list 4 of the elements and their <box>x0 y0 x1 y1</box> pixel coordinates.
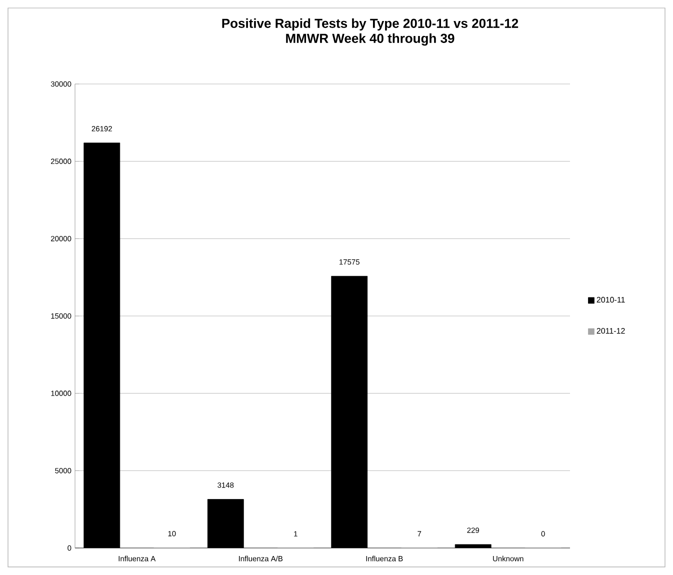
legend-label: 2011-12 <box>596 328 625 334</box>
chart-subtitle: MMWR Week 40 through 39 <box>286 33 454 46</box>
legend-label: 2010-11 <box>596 296 625 303</box>
chart-title: Positive Rapid Tests by Type 2010-11 vs 2011-12 <box>222 18 518 31</box>
